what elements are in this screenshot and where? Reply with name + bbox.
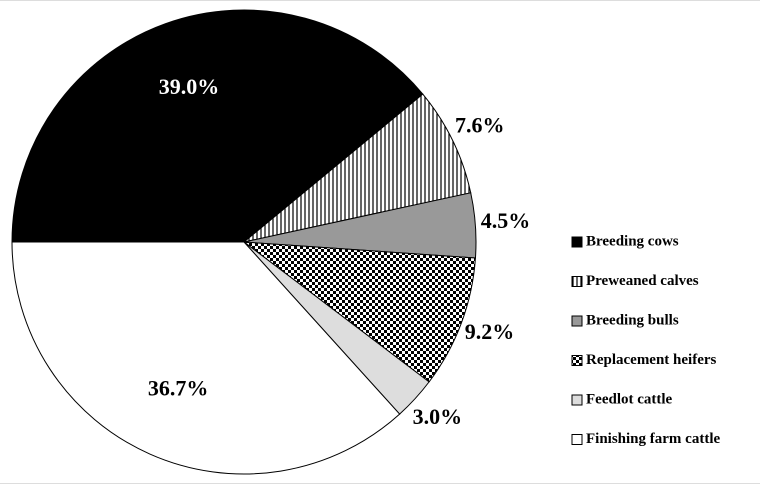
pie-slice — [11, 241, 401, 475]
data-label: 39.0% — [159, 74, 220, 99]
data-label: 36.7% — [148, 375, 209, 400]
legend-label: Finishing farm cattle — [586, 431, 720, 447]
data-label: 9.2% — [465, 319, 515, 344]
legend-swatch — [571, 434, 583, 445]
pie-slice — [11, 9, 424, 243]
legend-swatch — [571, 355, 583, 366]
legend-label: Breeding bulls — [586, 312, 679, 328]
legend-swatch — [571, 276, 583, 287]
legend-label: Replacement heifers — [586, 352, 717, 368]
data-label: 7.6% — [455, 112, 505, 137]
legend-label: Preweaned calves — [586, 273, 699, 289]
legend-swatch — [571, 315, 583, 327]
data-label: 3.0% — [413, 404, 463, 429]
legend-swatch — [571, 394, 583, 406]
data-label: 4.5% — [481, 208, 531, 233]
pie-slice — [242, 241, 476, 383]
legend-swatch — [571, 236, 583, 248]
legend-label: Feedlot cattle — [586, 391, 673, 407]
legend-label: Breeding cows — [586, 233, 679, 249]
